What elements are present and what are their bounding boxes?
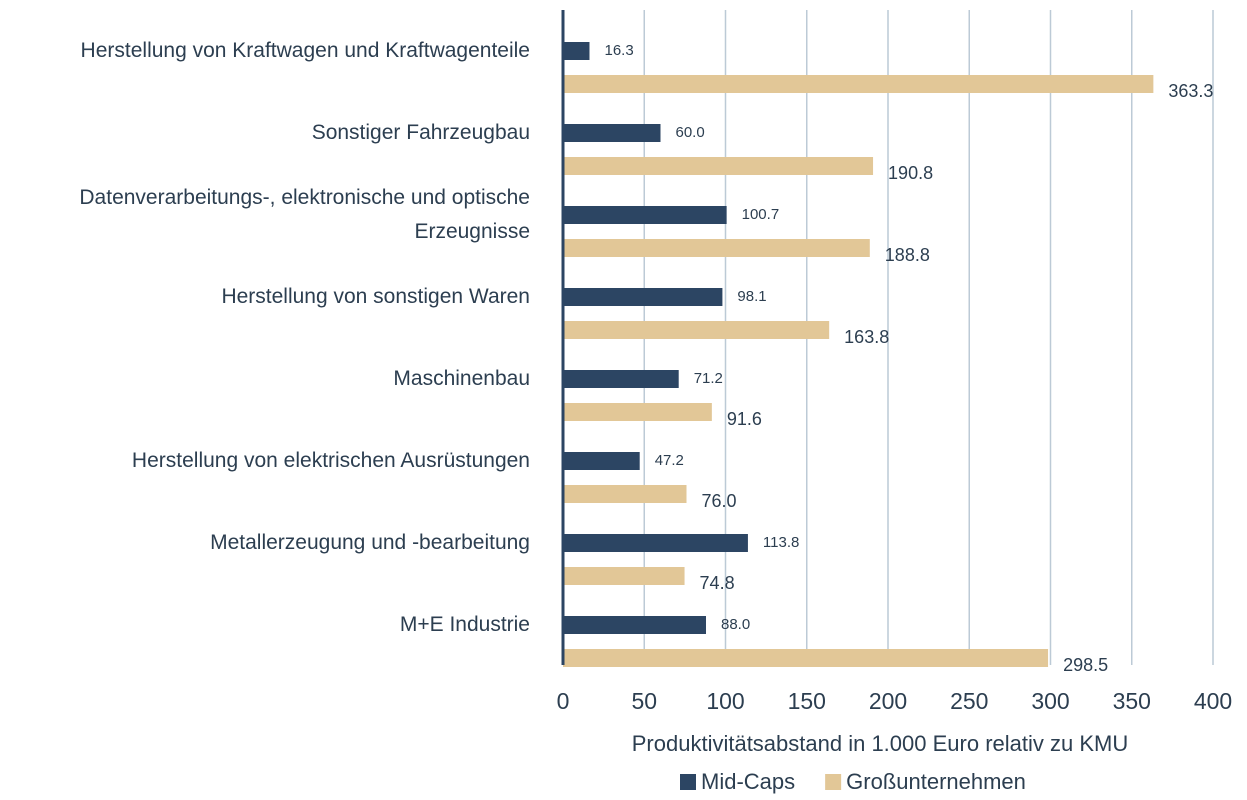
data-label: 113.8 [763,534,799,551]
bar [563,239,870,257]
data-label: 47.2 [655,452,684,469]
data-label: 98.1 [737,288,766,305]
data-label: 188.8 [885,245,930,265]
data-label: 100.7 [742,206,780,223]
y-tick-label: Maschinenbau [393,367,530,390]
y-tick-label: Herstellung von sonstigen Waren [221,285,530,308]
bar [563,534,748,552]
data-label: 163.8 [844,327,889,347]
x-tick-label: 300 [1031,688,1069,714]
x-tick-label: 0 [557,688,570,714]
x-tick-label: 400 [1194,688,1232,714]
y-tick-label: Metallerzeugung und -bearbeitung [210,531,530,554]
x-tick-label: 100 [706,688,744,714]
data-label: 88.0 [721,616,750,633]
y-tick-label: Sonstiger Fahrzeugbau [311,121,530,144]
data-label: 76.0 [702,491,737,511]
bar [563,124,661,142]
bar [563,567,685,585]
bar [563,157,874,175]
legend-swatch [825,774,842,790]
bar [563,452,640,470]
data-label: 190.8 [888,163,933,183]
x-tick-label: 250 [950,688,988,714]
bar [563,42,590,60]
data-label: 16.3 [604,42,633,59]
data-label: 74.8 [700,573,735,593]
x-tick-label: 50 [631,688,657,714]
y-tick-label: M+E Industrie [399,613,530,636]
bar [563,649,1049,667]
bar [563,75,1154,93]
bar [563,370,679,388]
data-label: 60.0 [676,124,705,141]
legend-label: Großunternehmen [846,769,1026,794]
bar [563,321,830,339]
bar [563,206,727,224]
y-tick-label: Datenverarbeitungs-, elektronische und o… [79,186,530,243]
y-tick-label: Herstellung von Kraftwagen und Kraftwage… [80,39,530,62]
x-axis-label: Produktivitätsabstand in 1.000 Euro rela… [632,731,1128,756]
bar [563,288,723,306]
data-label: 71.2 [694,370,723,387]
x-tick-label: 150 [788,688,826,714]
bar [563,485,687,503]
y-tick-label: Herstellung von elektrischen Ausrüstunge… [131,449,530,472]
legend-swatch [680,774,696,790]
x-tick-label: 200 [869,688,907,714]
data-label: 363.3 [1168,81,1213,101]
data-label: 91.6 [727,409,762,429]
x-tick-label: 350 [1113,688,1151,714]
bar [563,403,712,421]
data-label: 298.5 [1063,655,1108,675]
legend-label: Mid-Caps [701,769,795,794]
bar [563,616,706,634]
